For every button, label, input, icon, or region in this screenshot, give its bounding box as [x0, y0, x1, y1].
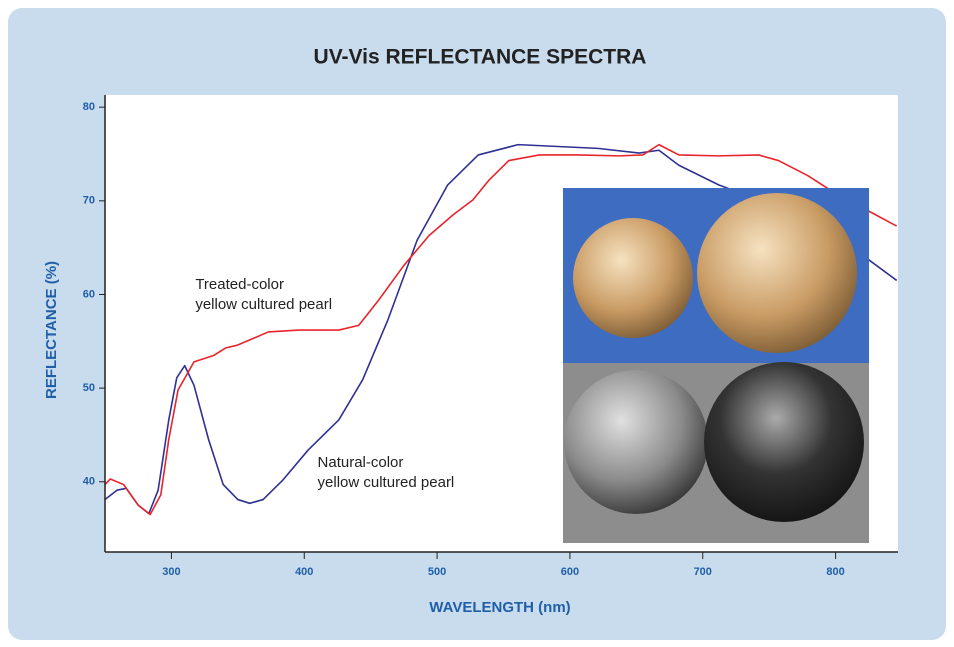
x-tick-label: 800 — [826, 566, 844, 578]
x-tick-label: 400 — [295, 566, 313, 578]
inset-photo — [563, 188, 869, 543]
plot — [104, 143, 898, 516]
x-tick-label: 700 — [694, 566, 712, 578]
y-tick-label: 60 — [83, 288, 95, 300]
y-tick-label: 50 — [83, 382, 95, 394]
annotation: yellow cultured pearl — [195, 296, 332, 313]
x-tick-label: 600 — [561, 566, 579, 578]
y-tick-label: 40 — [83, 476, 95, 488]
annotation: Treated-color — [195, 276, 284, 293]
y-axis-label: REFLECTANCE (%) — [43, 261, 60, 399]
annotation: Natural-color — [318, 454, 404, 471]
x-axis-label: WAVELENGTH (nm) — [429, 599, 570, 616]
x-tick-label: 300 — [162, 566, 180, 578]
series-line — [104, 143, 898, 515]
y-tick-label: 80 — [83, 101, 95, 113]
x-tick-label: 500 — [428, 566, 446, 578]
y-tick-label: 70 — [83, 195, 95, 207]
chart-title: UV-Vis REFLECTANCE SPECTRA — [314, 46, 647, 69]
annotation: yellow cultured pearl — [318, 474, 455, 491]
series-line — [104, 143, 898, 516]
